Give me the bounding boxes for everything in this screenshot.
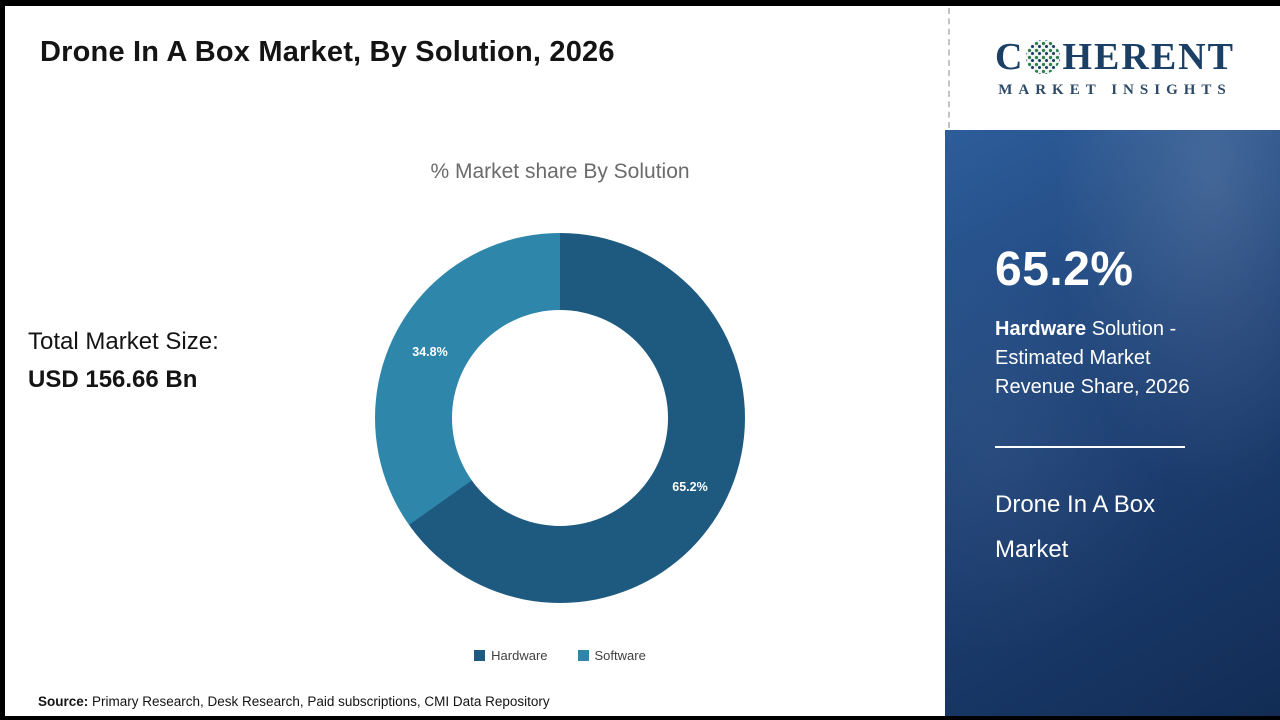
slice-label-hardware: 65.2%	[672, 480, 708, 494]
donut-chart: 34.8% 65.2%	[375, 233, 745, 603]
page-title: Drone In A Box Market, By Solution, 2026	[40, 36, 615, 68]
total-market-size-block: Total Market Size: USD 156.66 Bn	[28, 328, 219, 394]
brand-logo: C HERENT MARKET INSIGHTS	[950, 6, 1280, 130]
frame-top	[0, 0, 1280, 6]
chart-title: % Market share By Solution	[430, 160, 690, 183]
legend-swatch	[577, 650, 589, 661]
panel-stat-description-bold: Hardware	[995, 318, 1087, 340]
highlight-side-panel: 65.2% Hardware Solution - Estimated Mark…	[945, 130, 1280, 716]
source-text: Primary Research, Desk Research, Paid su…	[88, 694, 550, 709]
panel-stat-description: Hardware Solution - Estimated Market Rev…	[995, 315, 1215, 402]
globe-dots-icon	[1026, 39, 1061, 74]
brand-tagline: MARKET INSIGHTS	[998, 81, 1232, 98]
brand-letters-rest: HERENT	[1062, 35, 1235, 78]
donut-hole	[452, 310, 668, 526]
legend-label: Software	[594, 648, 646, 663]
chart-legend: Hardware Software	[360, 648, 760, 663]
legend-label: Hardware	[491, 648, 548, 663]
panel-market-name: Drone In A Box Market	[995, 491, 1156, 563]
source-label: Source:	[38, 694, 89, 709]
brand-letter-c: C	[995, 35, 1025, 78]
logo-separator	[948, 8, 950, 128]
frame-left	[0, 0, 5, 720]
panel-stat-description-rest: Solution - Estimated Market Revenue Shar…	[995, 318, 1190, 398]
legend-item-software: Software	[577, 648, 646, 663]
panel-divider	[995, 446, 1185, 448]
slice-label-software: 34.8%	[412, 345, 448, 359]
brand-wordmark: C HERENT	[995, 38, 1235, 76]
total-market-size-value: USD 156.66 Bn	[28, 366, 198, 393]
panel-stat-value: 65.2%	[995, 243, 1134, 296]
total-market-size-label: Total Market Size:	[28, 328, 219, 355]
legend-item-hardware: Hardware	[474, 648, 548, 663]
source-attribution: Source: Primary Research, Desk Research,…	[38, 694, 550, 709]
legend-swatch	[474, 650, 486, 661]
frame-bottom	[0, 716, 1280, 720]
